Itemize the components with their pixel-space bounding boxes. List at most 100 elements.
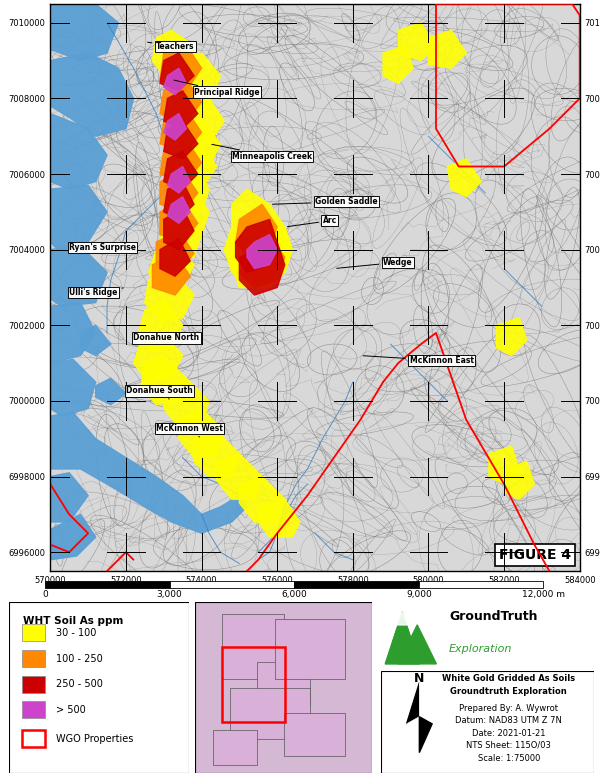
Polygon shape <box>50 53 133 136</box>
Polygon shape <box>258 500 300 537</box>
Polygon shape <box>167 197 190 223</box>
Polygon shape <box>152 253 190 295</box>
Polygon shape <box>80 326 111 356</box>
Bar <box>221 614 284 679</box>
Polygon shape <box>50 359 95 416</box>
Text: GroundTruth: GroundTruth <box>449 610 538 623</box>
Text: Teachers: Teachers <box>148 42 194 51</box>
Polygon shape <box>164 182 194 219</box>
Text: Datum: NAD83 UTM Z 7N: Datum: NAD83 UTM Z 7N <box>455 716 562 725</box>
Polygon shape <box>247 235 277 269</box>
Polygon shape <box>160 46 202 91</box>
Text: Groundtruth Exploration: Groundtruth Exploration <box>451 687 567 695</box>
Polygon shape <box>160 200 198 242</box>
Text: Minneapolis Creek: Minneapolis Creek <box>212 145 312 161</box>
Bar <box>294 580 419 587</box>
Text: 3,000: 3,000 <box>157 590 182 599</box>
Text: > 500: > 500 <box>56 705 86 715</box>
Bar <box>257 662 310 705</box>
Polygon shape <box>175 144 217 189</box>
Bar <box>284 713 346 756</box>
Polygon shape <box>407 683 419 724</box>
Polygon shape <box>160 239 190 276</box>
Text: Wedge: Wedge <box>337 258 413 268</box>
Text: Donahue North: Donahue North <box>133 333 200 344</box>
Polygon shape <box>95 378 126 405</box>
Polygon shape <box>504 462 535 500</box>
Polygon shape <box>179 409 224 458</box>
Polygon shape <box>236 204 277 257</box>
Polygon shape <box>164 91 198 129</box>
Polygon shape <box>160 140 202 182</box>
Polygon shape <box>419 683 432 724</box>
Polygon shape <box>172 53 220 113</box>
Text: N: N <box>414 672 425 685</box>
Polygon shape <box>133 333 182 382</box>
Text: Date: 2021-01-21: Date: 2021-01-21 <box>472 729 545 737</box>
Polygon shape <box>160 170 198 212</box>
Polygon shape <box>236 219 277 273</box>
Polygon shape <box>398 625 436 664</box>
Polygon shape <box>145 269 194 322</box>
Polygon shape <box>179 121 220 166</box>
Text: FIGURE 4: FIGURE 4 <box>499 548 571 562</box>
Polygon shape <box>385 612 419 664</box>
Polygon shape <box>396 612 409 625</box>
Text: Donahue South: Donahue South <box>126 386 193 399</box>
Text: 0: 0 <box>42 590 48 599</box>
Polygon shape <box>149 242 194 291</box>
Polygon shape <box>239 476 285 522</box>
Text: McKinnon East: McKinnon East <box>363 356 473 365</box>
Polygon shape <box>239 235 285 287</box>
Polygon shape <box>217 454 262 500</box>
Text: Ryan's Surprise: Ryan's Surprise <box>69 242 136 252</box>
Polygon shape <box>175 166 209 212</box>
Polygon shape <box>167 166 190 193</box>
Text: Scale: 1:75000: Scale: 1:75000 <box>478 754 540 763</box>
Polygon shape <box>50 246 107 306</box>
Polygon shape <box>167 189 209 239</box>
Bar <box>22 676 45 693</box>
Polygon shape <box>160 79 202 121</box>
Bar <box>22 625 45 642</box>
Bar <box>45 580 170 587</box>
Polygon shape <box>448 159 481 197</box>
Bar <box>170 580 294 587</box>
Polygon shape <box>164 208 194 249</box>
Polygon shape <box>50 4 118 61</box>
Polygon shape <box>164 113 187 140</box>
Polygon shape <box>383 46 413 83</box>
Text: WGO Properties: WGO Properties <box>56 734 133 744</box>
Bar <box>230 688 310 739</box>
Text: NTS Sheet: 115O/03: NTS Sheet: 115O/03 <box>466 741 551 750</box>
Bar <box>22 650 45 667</box>
Polygon shape <box>179 91 224 144</box>
Polygon shape <box>407 716 419 753</box>
Text: McKinnon West: McKinnon West <box>156 424 223 437</box>
Polygon shape <box>137 299 182 352</box>
Text: 100 - 250: 100 - 250 <box>56 653 103 664</box>
Bar <box>221 646 285 722</box>
Polygon shape <box>160 212 202 261</box>
Polygon shape <box>164 68 187 95</box>
Text: 9,000: 9,000 <box>406 590 432 599</box>
Text: 6,000: 6,000 <box>281 590 307 599</box>
Polygon shape <box>497 318 527 356</box>
Polygon shape <box>160 53 194 91</box>
Bar <box>22 702 45 719</box>
Text: Ulli's Ridge: Ulli's Ridge <box>69 288 123 297</box>
Text: WHT Soil As ppm: WHT Soil As ppm <box>23 616 124 625</box>
Polygon shape <box>239 242 285 295</box>
Polygon shape <box>50 113 107 189</box>
Text: 30 - 100: 30 - 100 <box>56 628 96 638</box>
Bar <box>212 730 257 765</box>
Text: 250 - 500: 250 - 500 <box>56 679 103 689</box>
Polygon shape <box>50 302 95 363</box>
Text: Golden Saddle: Golden Saddle <box>272 197 377 207</box>
Polygon shape <box>156 231 194 273</box>
Polygon shape <box>164 152 198 189</box>
Text: 12,000 m: 12,000 m <box>522 590 565 599</box>
Polygon shape <box>152 30 202 83</box>
Polygon shape <box>489 446 519 484</box>
Polygon shape <box>164 378 209 427</box>
